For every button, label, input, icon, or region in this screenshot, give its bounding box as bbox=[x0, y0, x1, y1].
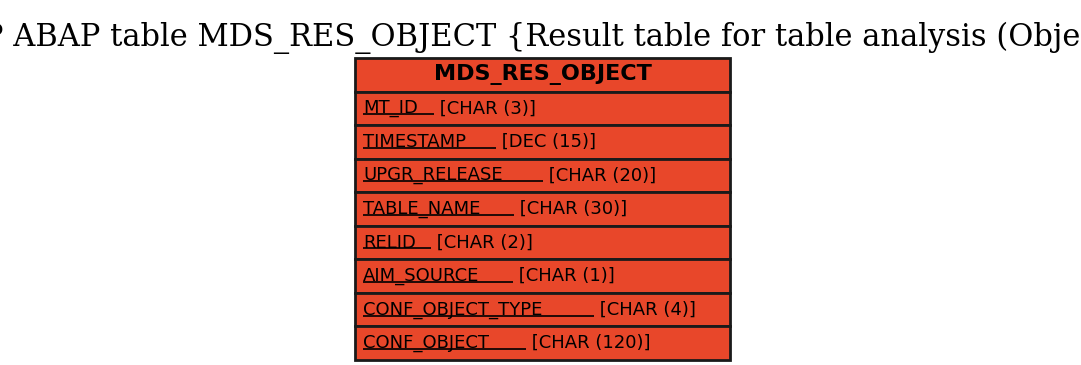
Text: [DEC (15)]: [DEC (15)] bbox=[496, 133, 596, 151]
Bar bbox=[355, 260, 730, 293]
Text: AIM_SOURCE: AIM_SOURCE bbox=[363, 267, 479, 285]
Text: CONF_OBJECT_TYPE: CONF_OBJECT_TYPE bbox=[363, 301, 543, 319]
Bar bbox=[355, 226, 730, 260]
Text: UPGR_RELEASE: UPGR_RELEASE bbox=[363, 166, 503, 184]
Bar bbox=[355, 192, 730, 226]
Text: [CHAR (3)]: [CHAR (3)] bbox=[433, 99, 536, 117]
Text: CONF_OBJECT: CONF_OBJECT bbox=[363, 334, 489, 352]
Text: [CHAR (30)]: [CHAR (30)] bbox=[515, 200, 628, 218]
Bar bbox=[355, 326, 730, 360]
Text: MT_ID: MT_ID bbox=[363, 99, 418, 117]
Bar bbox=[355, 293, 730, 326]
Text: RELID: RELID bbox=[363, 234, 416, 251]
Bar bbox=[355, 58, 730, 92]
Text: MDS_RES_OBJECT: MDS_RES_OBJECT bbox=[433, 64, 652, 85]
Text: [CHAR (120)]: [CHAR (120)] bbox=[525, 334, 650, 352]
Text: TIMESTAMP: TIMESTAMP bbox=[363, 133, 466, 151]
Text: [CHAR (2)]: [CHAR (2)] bbox=[431, 234, 533, 251]
Bar bbox=[355, 125, 730, 159]
Text: SAP ABAP table MDS_RES_OBJECT {Result table for table analysis (Object)}: SAP ABAP table MDS_RES_OBJECT {Result ta… bbox=[0, 22, 1081, 54]
Text: [CHAR (4)]: [CHAR (4)] bbox=[595, 301, 696, 319]
Bar bbox=[355, 159, 730, 192]
Text: [CHAR (20)]: [CHAR (20)] bbox=[543, 166, 656, 184]
Text: TABLE_NAME: TABLE_NAME bbox=[363, 200, 480, 218]
Text: [CHAR (1)]: [CHAR (1)] bbox=[513, 267, 615, 285]
Bar bbox=[355, 92, 730, 125]
